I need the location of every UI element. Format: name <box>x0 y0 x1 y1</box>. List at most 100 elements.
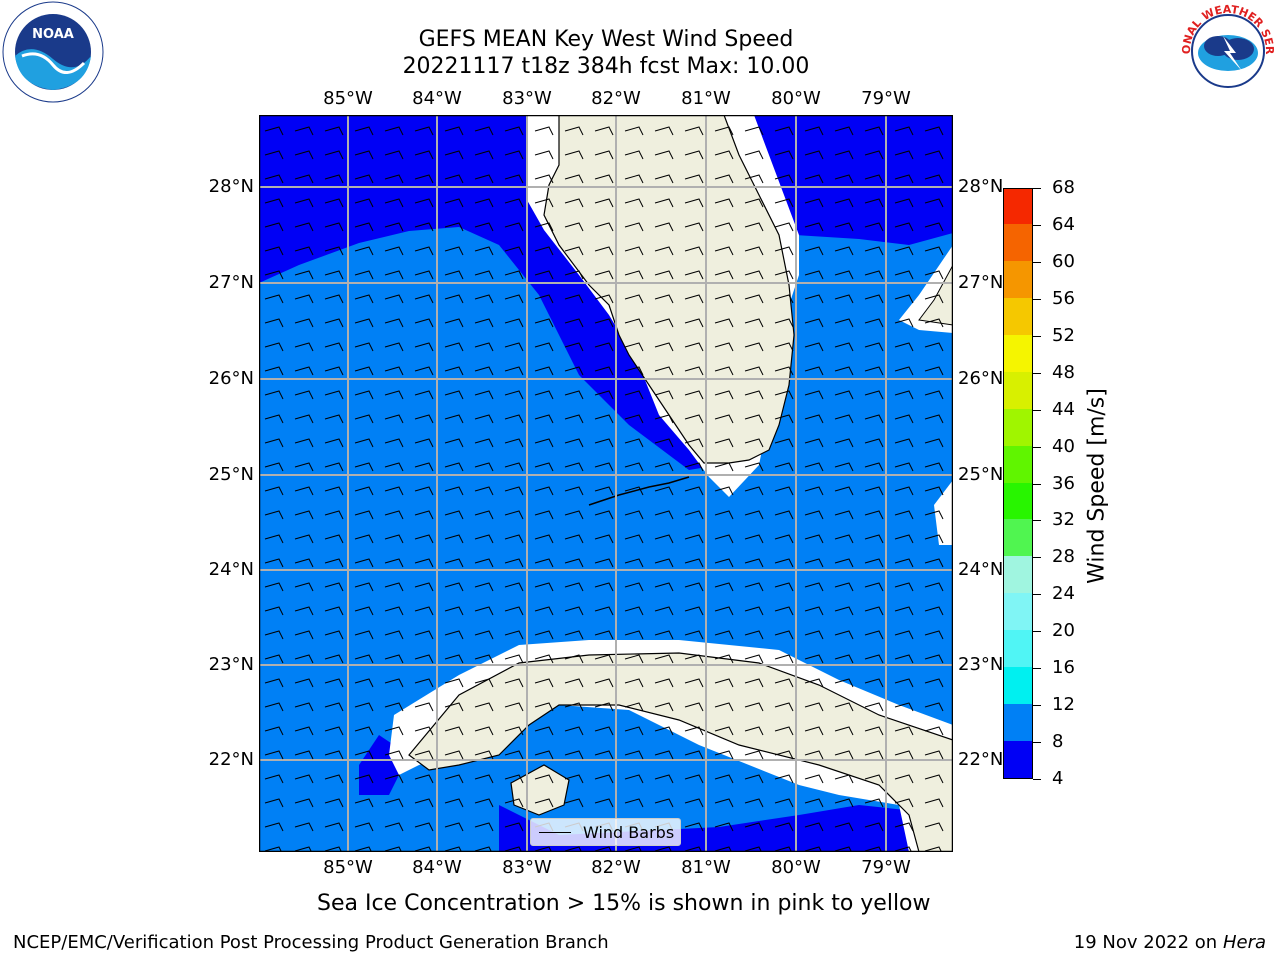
wind-barb <box>864 798 884 808</box>
wind-barb <box>714 222 734 232</box>
sea-ice-note: Sea Ice Concentration > 15% is shown in … <box>317 891 931 916</box>
wind-barb <box>804 678 824 688</box>
wind-barb <box>294 534 314 544</box>
wind-barb <box>594 318 614 328</box>
wind-barb <box>264 438 284 448</box>
wind-barb <box>684 558 704 568</box>
wind-barb <box>414 558 434 568</box>
wind-barb <box>354 630 374 640</box>
wind-barb <box>834 150 854 160</box>
lat-label-right: 25°N <box>958 464 1004 485</box>
wind-barb <box>384 798 404 808</box>
wind-barb <box>414 366 434 376</box>
wind-barb <box>804 510 824 520</box>
colorbar-segment <box>1004 740 1032 778</box>
wind-barb <box>774 582 794 592</box>
wind-barb <box>654 246 674 256</box>
colorbar-tick-label: 4 <box>1052 768 1064 789</box>
wind-barb <box>444 774 464 784</box>
wind-barb <box>834 294 854 304</box>
wind-barb <box>834 750 854 760</box>
wind-barb <box>924 534 944 544</box>
wind-barb <box>834 438 854 448</box>
wind-barb <box>744 798 764 808</box>
wind-barb <box>774 750 794 760</box>
colorbar-segment <box>1004 189 1032 224</box>
wind-barb <box>894 366 914 376</box>
wind-barb <box>864 846 883 852</box>
wind-barb <box>864 534 884 544</box>
wind-barb <box>534 342 554 352</box>
wind-barb <box>264 150 284 160</box>
wind-barb <box>294 846 313 852</box>
wind-barb <box>714 774 734 784</box>
wind-barb <box>834 702 854 712</box>
wind-barb <box>864 606 884 616</box>
wind-barb <box>414 750 434 760</box>
wind-barb <box>744 654 764 664</box>
wind-barb <box>834 846 853 852</box>
colorbar-tick <box>1033 188 1041 189</box>
wind-barb <box>684 198 704 208</box>
wind-barb <box>654 630 674 640</box>
wind-barb <box>624 462 644 472</box>
wind-barb <box>534 294 554 304</box>
wind-barb <box>834 462 854 472</box>
wind-barb <box>624 390 644 400</box>
wind-barb <box>444 822 464 832</box>
wind-barb <box>384 654 404 664</box>
wind-barb <box>684 342 704 352</box>
wind-barb <box>864 270 884 280</box>
lon-label-top: 82°W <box>591 88 641 109</box>
wind-barb <box>324 438 344 448</box>
wind-barb <box>324 510 344 520</box>
wind-barb <box>294 438 314 448</box>
colorbar-segment <box>1004 482 1032 520</box>
wind-barb <box>354 318 374 328</box>
wind-barb <box>474 678 494 688</box>
wind-barb <box>324 798 344 808</box>
wind-barb <box>354 150 374 160</box>
lon-label-bottom: 83°W <box>502 857 552 878</box>
wind-barb <box>534 774 554 784</box>
wind-barb <box>714 534 734 544</box>
wind-barb <box>894 534 914 544</box>
wind-barb <box>384 318 404 328</box>
colorbar-tick <box>1033 409 1041 411</box>
wind-barb <box>894 414 914 424</box>
wind-barb <box>474 582 494 592</box>
lon-label-bottom: 85°W <box>323 857 373 878</box>
wind-barb <box>744 318 764 328</box>
wind-barb <box>534 126 554 136</box>
wind-barb <box>714 318 734 328</box>
wind-barb <box>594 246 614 256</box>
wind-barb <box>894 390 914 400</box>
wind-barb <box>294 654 314 664</box>
wind-barb <box>744 534 764 544</box>
chart-title: GEFS MEAN Key West Wind Speed <box>418 27 794 52</box>
wind-barb <box>924 342 944 352</box>
wind-barb <box>684 246 704 256</box>
wind-barb <box>654 126 674 136</box>
lat-label-left: 23°N <box>208 654 254 675</box>
cuba-land <box>408 652 953 852</box>
wind-barb <box>684 846 703 852</box>
wind-barb <box>684 630 704 640</box>
colorbar-tick-label: 48 <box>1052 361 1075 383</box>
wind-barb <box>414 318 434 328</box>
wind-barb <box>924 486 944 496</box>
wind-barb <box>504 270 524 280</box>
wind-barb <box>354 222 374 232</box>
wind-barb <box>654 678 674 688</box>
wind-barb <box>414 726 434 736</box>
wind-barb <box>264 270 284 280</box>
wind-barb <box>324 726 344 736</box>
wind-barb <box>774 390 794 400</box>
wind-barb <box>894 606 914 616</box>
wind-barb <box>654 294 674 304</box>
wind-barb <box>324 390 344 400</box>
wind-barb <box>324 486 344 496</box>
wind-barb <box>294 390 314 400</box>
wind-barb <box>444 294 464 304</box>
wind-barb <box>294 558 314 568</box>
